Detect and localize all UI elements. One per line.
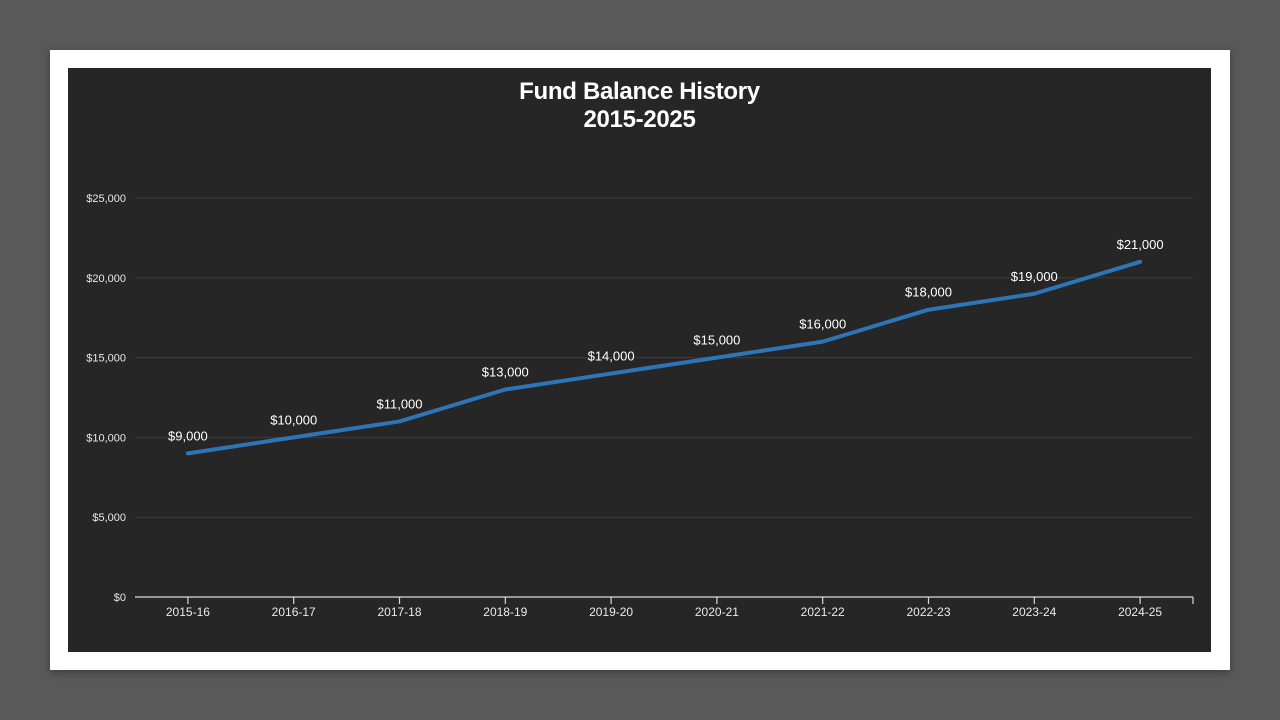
x-axis-label: 2018-19 bbox=[483, 605, 527, 619]
y-axis-label: $25,000 bbox=[86, 193, 126, 205]
y-axis-label: $15,000 bbox=[86, 353, 126, 365]
x-axis-label: 2017-18 bbox=[377, 605, 421, 619]
x-axis-label: 2015-16 bbox=[166, 605, 210, 619]
data-label: $11,000 bbox=[376, 396, 422, 411]
data-label: $9,000 bbox=[168, 428, 208, 443]
fund-balance-chart[interactable]: Fund Balance History 2015-2025 $0 $5,000 $… bbox=[68, 68, 1211, 652]
chart-subtitle: 2015-2025 bbox=[583, 106, 696, 133]
data-label: $10,000 bbox=[270, 412, 317, 427]
fund-balance-series-line bbox=[185, 259, 1143, 456]
y-axis-label: $10,000 bbox=[86, 432, 126, 444]
chart-title: Fund Balance History bbox=[519, 78, 760, 105]
x-axis-label: 2020-21 bbox=[695, 605, 739, 619]
y-axis-label: $20,000 bbox=[86, 273, 126, 285]
x-axis-label: 2016-17 bbox=[272, 605, 316, 619]
line-plot-svg: $0 $5,000 $10,000 $15,000 $20,000 $25,000 2015… bbox=[86, 193, 1194, 619]
x-axis-label: 2022-23 bbox=[906, 605, 950, 619]
x-axis-label: 2024-25 bbox=[1118, 605, 1162, 619]
x-axis-label: 2019-20 bbox=[589, 605, 633, 619]
y-axis-label: $5,000 bbox=[92, 512, 126, 524]
data-label: $18,000 bbox=[905, 285, 952, 300]
data-label: $16,000 bbox=[799, 317, 846, 332]
data-label: $14,000 bbox=[588, 349, 635, 364]
data-label: $19,000 bbox=[1011, 269, 1058, 284]
slide: Fund Balance History 2015-2025 $0 $5,000 $… bbox=[50, 50, 1230, 670]
data-label: $21,000 bbox=[1117, 237, 1164, 252]
x-axis-label: 2021-22 bbox=[801, 605, 845, 619]
x-axis-label: 2023-24 bbox=[1012, 605, 1056, 619]
data-label: $13,000 bbox=[482, 365, 529, 380]
data-label: $15,000 bbox=[693, 333, 740, 348]
chart-title-block: Fund Balance History 2015-2025 bbox=[68, 78, 1211, 134]
y-axis-label: $0 bbox=[114, 592, 126, 604]
